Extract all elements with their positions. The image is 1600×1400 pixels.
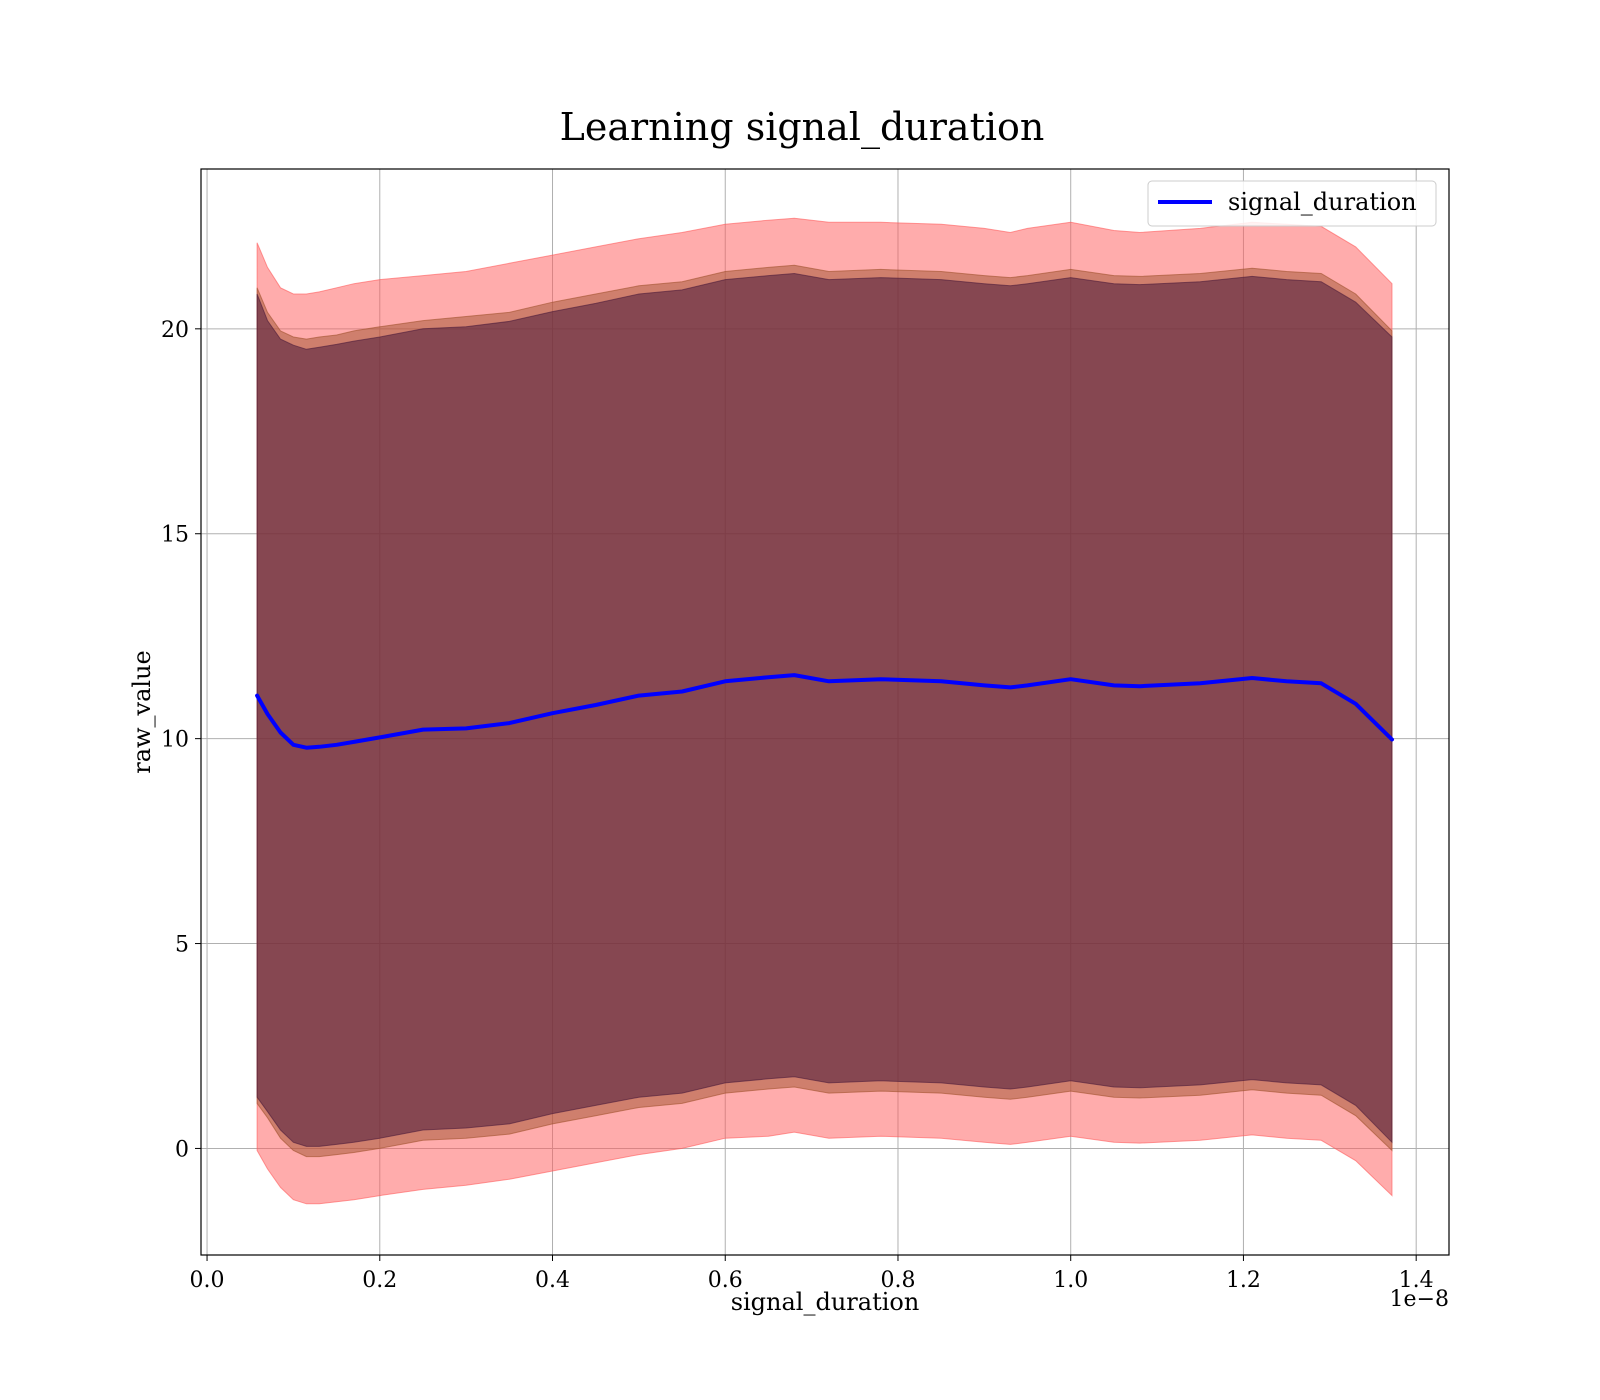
inner-confidence-band (256, 272, 1393, 1147)
x-tick-label: 0.2 (362, 1268, 397, 1293)
legend-label: signal_duration (1228, 188, 1417, 216)
y-tick-label: 10 (161, 728, 189, 753)
x-tick-label: 0.4 (535, 1268, 570, 1293)
y-tick-label: 5 (175, 933, 189, 958)
x-tick-label: 1.0 (1053, 1268, 1088, 1293)
x-tick-label: 0.8 (880, 1268, 915, 1293)
confidence-bands (256, 217, 1393, 1205)
y-tick-label: 0 (175, 1137, 189, 1162)
x-tick-label: 1.4 (1399, 1268, 1434, 1293)
x-axis-offset-text: 1e−8 (1390, 1287, 1449, 1312)
chart-title: Learning signal_duration (560, 105, 1045, 150)
mean-line-signal-duration (255, 673, 1394, 750)
series-lines (255, 673, 1394, 750)
legend: signal_duration (1147, 180, 1437, 227)
y-axis-ticks: 0 5 10 15 20 (161, 318, 201, 1162)
y-tick-label: 20 (161, 318, 189, 343)
x-tick-label: 1.2 (1226, 1268, 1261, 1293)
x-tick-label: 0.6 (708, 1268, 743, 1293)
x-axis-ticks: 0.0 0.2 0.4 0.6 0.8 1.0 1.2 1.4 (190, 1255, 1434, 1293)
legend-box (1147, 180, 1437, 227)
x-tick-label: 0.0 (190, 1268, 225, 1293)
plot-frame (200, 168, 1450, 1256)
y-tick-label: 15 (161, 523, 189, 548)
y-axis-label: raw_value (128, 650, 156, 774)
x-axis-label: signal_duration (731, 1288, 920, 1316)
